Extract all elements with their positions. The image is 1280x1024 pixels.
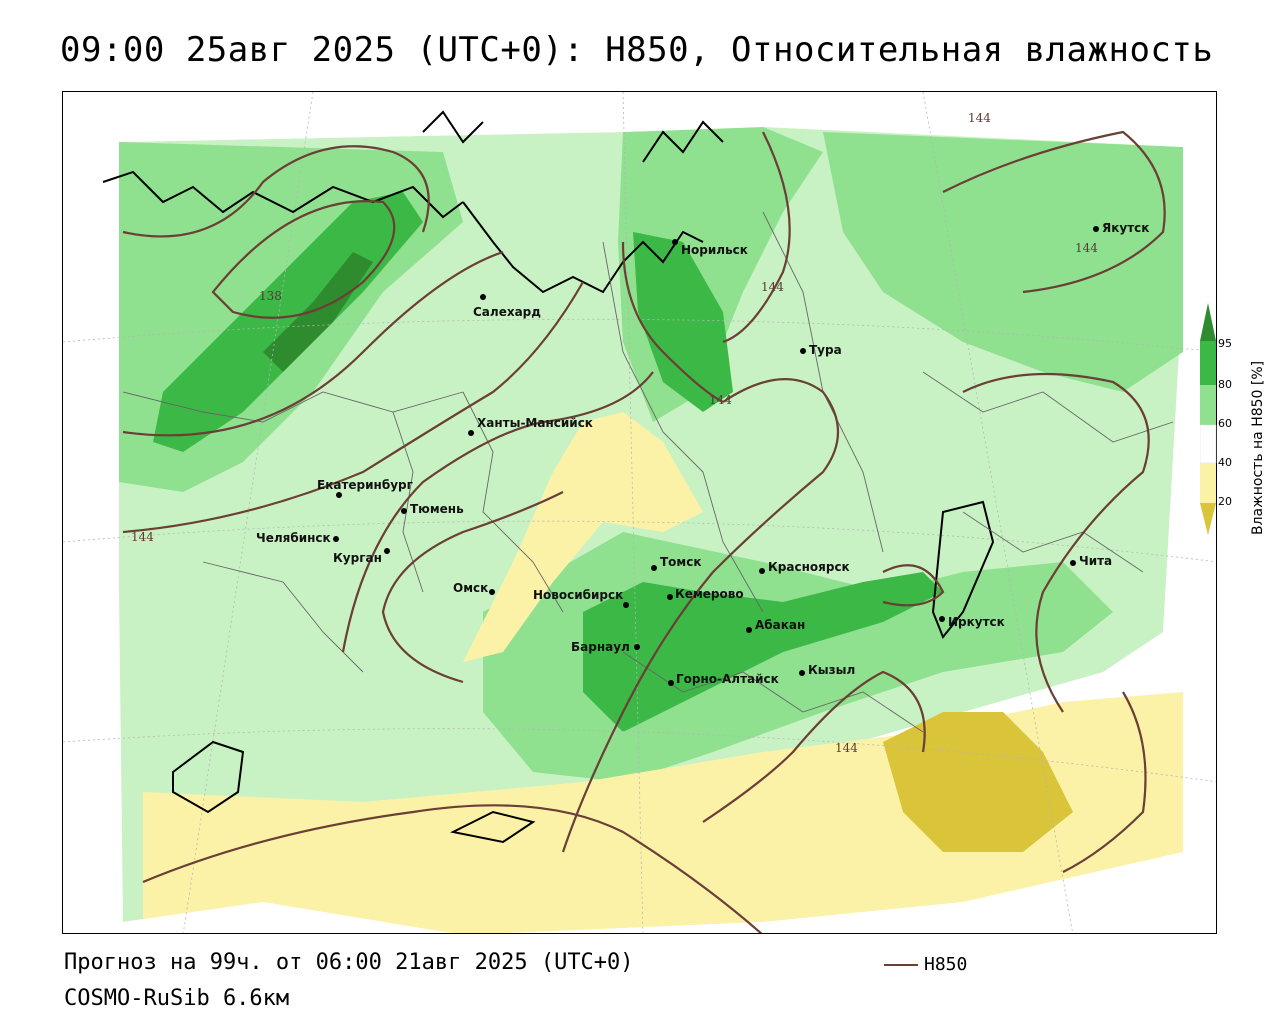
city-marker: Тура bbox=[800, 343, 842, 357]
svg-text:Горно-Алтайск: Горно-Алтайск bbox=[676, 672, 779, 686]
h850-contour bbox=[1062, 691, 1147, 873]
city-marker: Норильск bbox=[672, 239, 748, 257]
city-marker: Якутск bbox=[1093, 221, 1149, 235]
contour-label: 144 bbox=[761, 280, 784, 294]
svg-text:Салехард: Салехард bbox=[473, 305, 541, 319]
h850-contour bbox=[621, 241, 724, 403]
city-marker: Абакан bbox=[746, 618, 805, 633]
humidity-field bbox=[63, 92, 1216, 933]
svg-text:Иркутск: Иркутск bbox=[948, 615, 1005, 629]
humidity-high-area-north bbox=[633, 232, 733, 412]
colorbar-top-arrow bbox=[1200, 303, 1216, 341]
city-marker: Салехард bbox=[473, 294, 541, 319]
coastlines bbox=[102, 110, 995, 844]
svg-text:Абакан: Абакан bbox=[755, 618, 805, 632]
city-marker: Кемерово bbox=[667, 587, 744, 601]
svg-text:Омск: Омск bbox=[453, 581, 488, 595]
contour-label: 144 bbox=[131, 530, 154, 544]
svg-text:Норильск: Норильск bbox=[681, 243, 748, 257]
model-info: COSMO-RuSib 6.6км bbox=[64, 986, 290, 1011]
colorbar-tick: 80 bbox=[1218, 378, 1232, 391]
contour-label: 138 bbox=[259, 289, 282, 303]
svg-text:Чита: Чита bbox=[1079, 554, 1112, 568]
city-marker: Томск bbox=[651, 555, 702, 571]
svg-text:Тюмень: Тюмень bbox=[410, 502, 464, 516]
contour-label: 144 bbox=[1075, 241, 1098, 255]
h850-contour bbox=[381, 491, 564, 684]
svg-text:Курган: Курган bbox=[333, 551, 382, 565]
contour-label: 144 bbox=[709, 393, 732, 407]
colorbar-tick: 95 bbox=[1218, 337, 1232, 350]
colorbar-bottom-arrow bbox=[1200, 503, 1216, 535]
city-marker: Новосибирск bbox=[533, 588, 629, 608]
colorbar-title: Влажность на H850 [%] bbox=[1250, 361, 1266, 535]
contour-labels: 144 138 144 144 144 144 144 bbox=[131, 111, 1098, 755]
svg-text:Тура: Тура bbox=[809, 343, 842, 357]
svg-text:Кемерово: Кемерово bbox=[675, 587, 744, 601]
city-markers: Норильск Якутск Салехард Тура Ханты-Манс… bbox=[256, 221, 1149, 686]
city-marker: Горно-Алтайск bbox=[668, 672, 779, 686]
colorbar-band bbox=[1200, 385, 1216, 425]
h850-legend: H850 bbox=[884, 954, 967, 975]
city-marker: Омск bbox=[453, 581, 495, 595]
h850-contour bbox=[882, 564, 945, 607]
h850-contour bbox=[561, 378, 840, 853]
contour-label: 144 bbox=[968, 111, 991, 125]
h850-contour bbox=[722, 131, 791, 344]
city-marker: Челябинск bbox=[256, 531, 339, 545]
map-canvas: 144 138 144 144 144 144 144 Норильск Яку… bbox=[63, 92, 1216, 933]
h850-contour bbox=[122, 250, 504, 437]
colorbar-tick: 60 bbox=[1218, 417, 1232, 430]
svg-text:Барнаул: Барнаул bbox=[571, 640, 630, 654]
h850-legend-label: H850 bbox=[924, 954, 968, 975]
map-panel: 144 138 144 144 144 144 144 Норильск Яку… bbox=[62, 91, 1217, 934]
city-marker: Ханты-Мансийск bbox=[468, 416, 593, 436]
humidity-high-area-south bbox=[583, 572, 943, 732]
h850-legend-swatch bbox=[884, 963, 918, 966]
svg-text:Кызыл: Кызыл bbox=[808, 663, 855, 677]
colorbar-band bbox=[1199, 424, 1217, 464]
h850-contour bbox=[341, 371, 654, 653]
city-marker: Красноярск bbox=[759, 560, 850, 574]
svg-text:Красноярск: Красноярск bbox=[768, 560, 850, 574]
city-marker: Кызыл bbox=[799, 663, 855, 677]
h850-contour bbox=[211, 200, 396, 319]
contour-label: 144 bbox=[835, 741, 858, 755]
colorbar-tick: 40 bbox=[1218, 456, 1232, 469]
humidity-veryhigh-area bbox=[263, 252, 373, 372]
city-marker: Иркутск bbox=[939, 615, 1005, 629]
city-marker: Барнаул bbox=[571, 640, 640, 654]
colorbar-tick: 20 bbox=[1218, 495, 1232, 508]
colorbar-band bbox=[1200, 341, 1216, 385]
h850-contour bbox=[142, 804, 763, 933]
h850-contour bbox=[702, 670, 926, 823]
svg-text:Якутск: Якутск bbox=[1102, 221, 1149, 235]
h850-contour bbox=[122, 281, 584, 534]
map-title: 09:00 25авг 2025 (UTC+0): H850, Относите… bbox=[60, 30, 1214, 70]
h850-contours bbox=[122, 130, 1166, 933]
svg-text:Томск: Томск bbox=[660, 555, 702, 569]
h850-contour bbox=[962, 372, 1150, 713]
svg-text:Ханты-Мансийск: Ханты-Мансийск bbox=[477, 416, 593, 430]
h850-contour bbox=[122, 145, 430, 238]
humidity-dry-area-central bbox=[463, 412, 703, 662]
city-marker: Екатеринбург bbox=[317, 478, 413, 498]
humidity-very-dry-area bbox=[883, 712, 1073, 852]
h850-contour bbox=[942, 130, 1166, 294]
city-marker: Чита bbox=[1070, 554, 1112, 568]
humidity-colorbar: 95 80 60 40 20 Влажность на H850 [%] bbox=[1199, 303, 1280, 543]
city-marker: Тюмень bbox=[401, 502, 464, 516]
svg-text:Челябинск: Челябинск bbox=[256, 531, 331, 545]
svg-text:Новосибирск: Новосибирск bbox=[533, 588, 623, 602]
city-marker: Курган bbox=[333, 548, 390, 565]
forecast-info: Прогноз на 99ч. от 06:00 21авг 2025 (UTC… bbox=[64, 950, 634, 975]
humidity-mid-area-east bbox=[823, 132, 1183, 392]
colorbar-band bbox=[1200, 463, 1216, 503]
svg-text:Екатеринбург: Екатеринбург bbox=[317, 478, 413, 492]
